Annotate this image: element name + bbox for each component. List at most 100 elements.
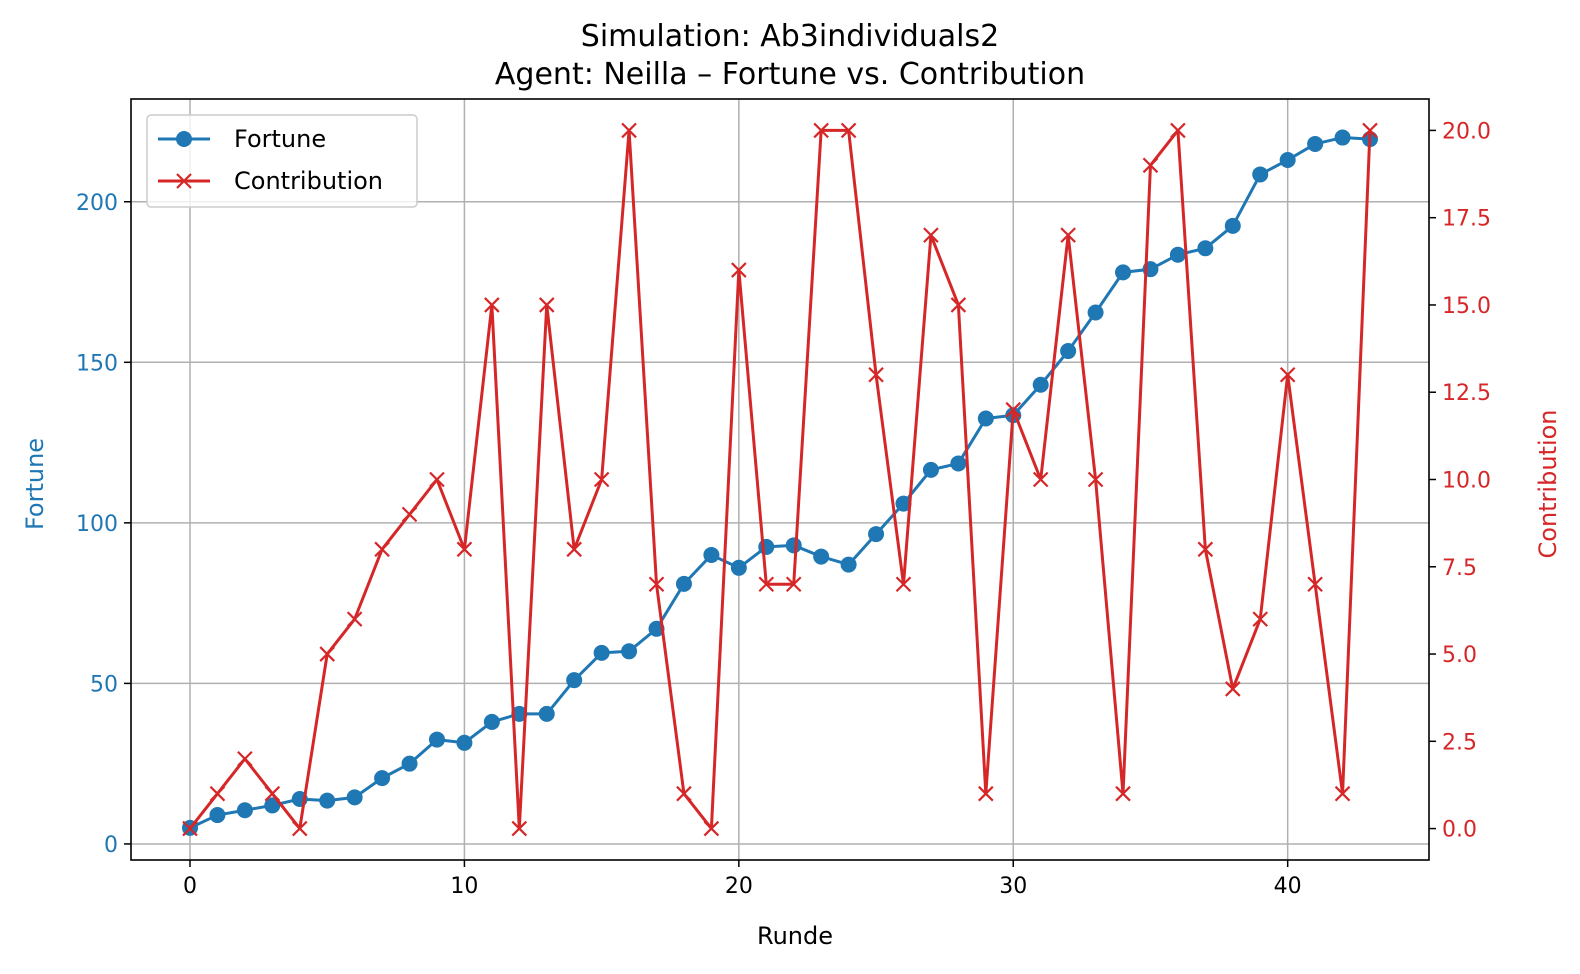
fortune-data-point [1115,264,1132,281]
fortune-data-point [1279,152,1296,169]
contribution-data-point [1142,157,1159,174]
contribution-data-point [648,576,665,593]
fortune-data-point [593,644,610,661]
fortune-data-point [1032,376,1049,393]
contribution-data-point [346,611,363,627]
fortune-data-point [483,713,500,730]
contribution-data-point [401,506,418,523]
contribution-data-point [264,785,281,802]
contribution-data-point [950,297,967,313]
contribution-data-point [895,576,912,593]
fortune-data-point [264,797,281,814]
contribution-data-point [676,785,692,802]
fortune-data-point [538,705,555,722]
contribution-data-point [1060,227,1076,243]
fortune-data-point [236,802,253,819]
contribution-data-point [456,541,473,558]
chart-title: Simulation: Ab3individuals2 [581,19,999,54]
contribution-data-point [1197,541,1214,558]
x-tick-label: 0 [183,874,197,899]
y2-tick-label: 15.0 [1442,294,1491,319]
x-axis-label: Runde [757,922,833,950]
legend-contribution-marker [176,173,192,189]
contribution-data-point [1279,366,1296,383]
fortune-data-point [1169,246,1186,263]
contribution-data-point [758,576,775,593]
fortune-data-point [1334,129,1351,146]
fortune-data-point [813,548,830,565]
fortune-data-point [456,734,473,751]
contribution-data-point [1334,785,1351,802]
x-tick-label: 30 [999,874,1027,899]
fortune-data-point [1224,217,1241,234]
contribution-data-point [1225,681,1241,697]
contribution-data-point [923,227,939,243]
contribution-data-point [1087,471,1104,488]
contribution-data-point [1032,471,1049,488]
y-axis-label: Fortune [21,438,49,530]
y2-tick-label: 7.5 [1442,556,1477,581]
contribution-data-point [731,262,747,278]
fortune-data-point [675,575,692,592]
y-tick-label: 100 [76,512,118,537]
fortune-data-point [703,546,720,563]
fortune-data-point [950,455,967,472]
fortune-data-point [1252,166,1269,183]
fortune-data-point [319,792,336,809]
contribution-data-point [978,785,994,802]
legend-box [146,114,418,208]
y2-tick-label: 5.0 [1442,643,1477,668]
contribution-data-point [1005,401,1022,418]
fortune-data-point [346,789,363,806]
series-layer [182,122,1378,837]
contribution-data-point [182,820,198,837]
fortune-data-point [374,770,391,787]
fortune-data-point [922,461,939,478]
fortune-data-point [401,755,418,772]
fortune-data-point [730,559,747,576]
x-tick-label: 40 [1274,874,1302,899]
contribution-data-point [813,122,829,139]
fortune-data-point [621,643,638,660]
grid-lines [131,99,1429,860]
fortune-data-point [868,526,885,543]
contribution-data-point [538,297,555,313]
fortune-data-point [566,672,583,689]
fortune-data-point [209,807,226,824]
fortune-data-point [1087,304,1104,321]
legend-contribution-label: Contribution [234,167,383,195]
y2-axis-label: Contribution [1534,409,1562,558]
fortune-data-point [895,495,912,512]
contribution-data-point [1307,576,1323,593]
contribution-data-point [429,471,445,488]
contribution-data-point [840,122,857,139]
fortune-data-point [758,538,775,555]
contribution-data-point [291,820,308,837]
legend-fortune-label: Fortune [234,125,326,153]
contribution-data-point [237,750,253,767]
y-tick-label: 50 [90,672,118,697]
legend-fortune-marker [176,131,192,147]
contribution-data-point [319,646,335,662]
y2-tick-label: 2.5 [1442,730,1477,755]
contribution-data-point [868,366,884,383]
chart-subtitle: Agent: Neilla – Fortune vs. Contribution [495,57,1085,92]
y2-tick-label: 10.0 [1442,469,1491,494]
contribution-data-point [785,576,802,593]
contribution-data-point [593,471,610,488]
x-tick-label: 10 [450,874,478,899]
y-tick-label: 150 [76,351,118,376]
contribution-data-point [374,541,390,558]
contribution-data-point [209,785,226,802]
contribution-data-point [621,122,637,139]
fortune-data-point [977,410,994,427]
y2-tick-label: 0.0 [1442,818,1477,843]
contribution-data-point [511,820,528,837]
fortune-data-point [840,556,857,573]
fortune-data-point [428,731,445,748]
fortune-data-point [511,705,528,722]
x-tick-label: 20 [725,874,753,899]
contribution-data-point [484,297,500,313]
